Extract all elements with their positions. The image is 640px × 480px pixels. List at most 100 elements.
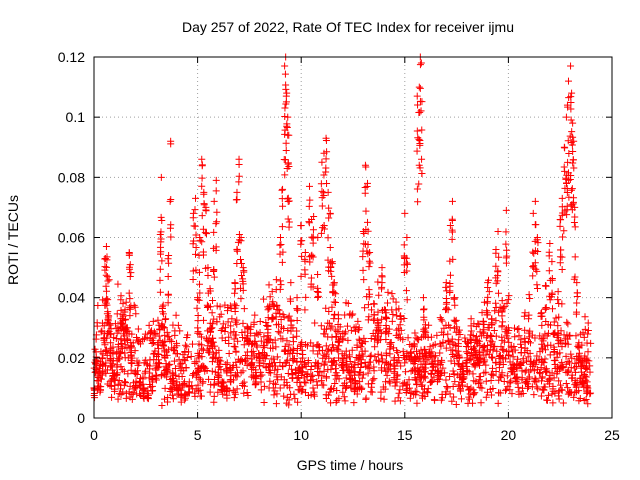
data-point	[438, 394, 446, 402]
data-point	[241, 328, 249, 336]
data-point	[243, 334, 251, 342]
data-point	[100, 336, 108, 344]
data-point	[324, 391, 332, 399]
data-point	[119, 312, 127, 320]
data-point	[568, 371, 576, 379]
data-point	[577, 357, 585, 365]
data-point	[377, 366, 385, 374]
data-point	[231, 289, 239, 297]
data-point	[413, 127, 421, 135]
data-point	[198, 345, 206, 353]
data-point	[513, 365, 521, 373]
data-point	[565, 193, 573, 201]
data-point	[436, 349, 444, 357]
data-point	[196, 280, 204, 288]
data-point	[502, 387, 510, 395]
data-point	[364, 301, 372, 309]
data-point	[108, 393, 116, 401]
data-point	[411, 329, 419, 337]
data-point	[257, 386, 265, 394]
data-point	[199, 363, 207, 371]
data-point	[282, 85, 290, 93]
data-point	[194, 365, 202, 373]
data-point	[343, 354, 351, 362]
data-point	[413, 92, 421, 100]
data-point	[134, 325, 142, 333]
data-point	[406, 394, 414, 402]
data-point	[405, 376, 413, 384]
data-point	[125, 289, 133, 297]
data-point	[455, 361, 463, 369]
data-point	[286, 384, 294, 392]
data-point	[498, 307, 506, 315]
data-point	[407, 388, 415, 396]
data-point	[561, 144, 569, 152]
x-tick-label: 15	[397, 427, 413, 443]
data-point	[388, 317, 396, 325]
data-point	[198, 155, 206, 163]
data-point	[294, 398, 302, 406]
data-point	[113, 310, 121, 318]
data-point	[222, 388, 230, 395]
data-point	[218, 325, 226, 333]
data-point	[177, 367, 185, 375]
data-point	[521, 338, 529, 346]
data-point	[327, 399, 335, 407]
data-point	[441, 306, 449, 314]
data-point	[562, 352, 570, 360]
data-point	[458, 362, 466, 370]
data-point	[370, 311, 378, 319]
data-point	[536, 348, 544, 356]
data-point	[235, 161, 243, 169]
data-point	[367, 383, 375, 391]
data-point	[472, 323, 480, 331]
data-point	[324, 347, 332, 355]
data-point	[332, 398, 340, 406]
data-point	[407, 349, 415, 357]
data-point	[510, 343, 518, 351]
data-point	[442, 376, 450, 384]
data-point	[575, 343, 583, 351]
data-point	[330, 289, 338, 297]
data-point	[429, 342, 437, 350]
data-point	[559, 233, 567, 241]
data-point	[492, 262, 500, 270]
data-point	[565, 176, 573, 184]
data-point	[277, 316, 285, 324]
data-point	[484, 284, 492, 292]
data-point	[395, 389, 403, 397]
data-point	[325, 214, 333, 222]
data-point	[223, 394, 231, 402]
data-point	[331, 310, 339, 318]
data-point	[134, 361, 142, 369]
data-point	[94, 302, 102, 310]
data-point	[466, 385, 474, 393]
data-point	[265, 281, 273, 289]
data-point	[327, 263, 335, 271]
data-point	[142, 367, 149, 375]
data-point	[450, 316, 458, 324]
data-point	[181, 391, 189, 399]
data-point	[351, 368, 359, 376]
data-point	[555, 395, 563, 403]
data-point	[313, 378, 321, 386]
data-point	[231, 304, 239, 312]
data-point	[411, 357, 419, 365]
data-point	[177, 386, 185, 394]
data-point	[155, 359, 163, 367]
data-point	[276, 234, 284, 241]
data-point	[357, 360, 365, 368]
data-point	[367, 351, 375, 359]
data-point	[218, 382, 226, 390]
data-point	[547, 293, 555, 301]
data-point	[339, 336, 347, 344]
data-point	[154, 316, 162, 324]
data-point	[514, 383, 522, 391]
data-point	[230, 394, 238, 402]
data-point	[164, 299, 172, 307]
data-point	[161, 338, 169, 346]
data-point	[343, 322, 351, 330]
data-point	[579, 380, 587, 388]
data-point	[567, 98, 575, 106]
data-point	[132, 377, 140, 385]
